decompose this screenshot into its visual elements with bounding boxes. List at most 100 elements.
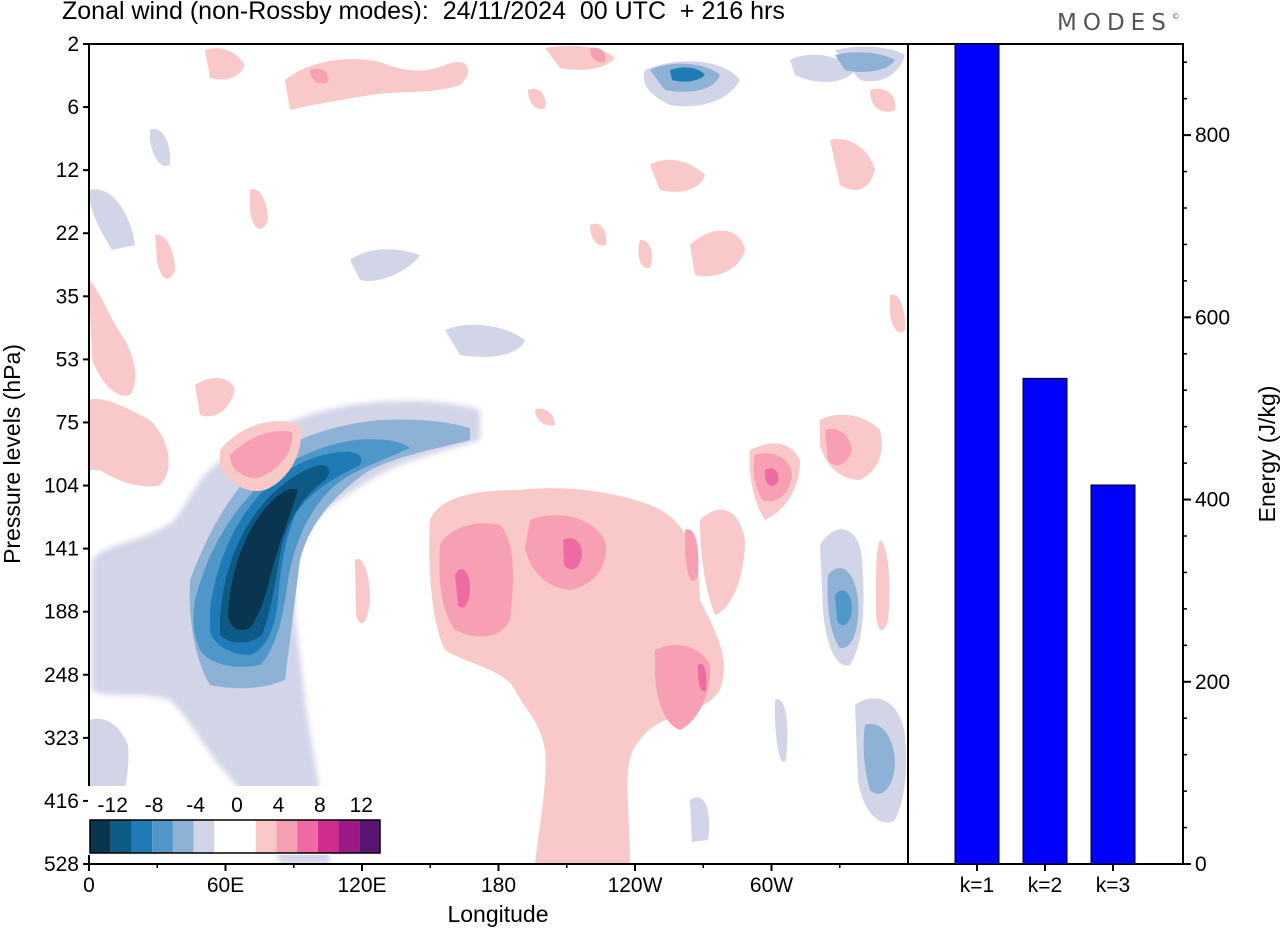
colorbar-label: 0	[231, 794, 243, 817]
negative-region	[835, 590, 852, 626]
negative-region	[150, 129, 171, 166]
y-tick-label: 416	[44, 790, 79, 813]
heatmap-field	[89, 45, 907, 864]
colorbar-swatch	[193, 820, 215, 853]
positive-region	[590, 223, 607, 246]
y-tick-label: 188	[44, 601, 79, 624]
positive-region	[545, 607, 621, 733]
positive-region	[700, 509, 745, 615]
positive-region	[205, 48, 245, 80]
colorbar-swatch	[131, 820, 153, 853]
positive-region	[697, 663, 707, 692]
positive-region	[870, 88, 896, 112]
negative-region	[790, 54, 855, 82]
energy-tick-label: 600	[1195, 306, 1230, 329]
y-tick-label: 323	[44, 727, 79, 750]
energy-bar	[1022, 377, 1068, 865]
colorbar-swatch	[172, 820, 194, 853]
positive-region	[355, 559, 370, 624]
positive-region	[528, 88, 546, 109]
x-tick-label: 120W	[608, 874, 663, 897]
positive-region	[535, 408, 555, 426]
y-tick-label: 6	[67, 96, 79, 119]
negative-region	[774, 699, 788, 762]
y-tick-label: 22	[56, 222, 79, 245]
y-tick-label: 141	[44, 538, 79, 561]
bar-category-label: k=2	[1028, 874, 1062, 897]
positive-region	[650, 159, 705, 192]
positive-region	[155, 234, 175, 279]
bar-category-label: k=3	[1096, 874, 1130, 897]
positive-region	[638, 239, 652, 269]
y-tick-label: 75	[56, 411, 79, 434]
positive-region	[89, 399, 169, 487]
positive-region	[685, 529, 699, 581]
y-tick-label: 528	[44, 853, 79, 876]
bar-category-label: k=1	[960, 874, 994, 897]
positive-region	[285, 59, 469, 110]
positive-region	[655, 645, 711, 730]
negative-region	[445, 324, 525, 357]
energy-axis-label: Energy (J/kg)	[1254, 386, 1280, 523]
y-tick-label: 2	[67, 33, 79, 56]
positive-region	[825, 428, 852, 466]
positive-region	[455, 569, 470, 608]
positive-region	[439, 523, 513, 637]
y-tick-label: 12	[56, 159, 79, 182]
x-axis-label: Longitude	[447, 901, 548, 927]
colorbar-swatch	[338, 820, 360, 853]
colorbar-swatch	[214, 820, 235, 853]
x-tick-label: 180	[481, 874, 516, 897]
colorbar-frame	[89, 819, 381, 854]
positive-region	[690, 230, 745, 277]
energy-bar	[1090, 484, 1136, 865]
x-tick-label: 120E	[337, 874, 386, 897]
colorbar-label: -4	[186, 794, 205, 817]
colorbar-label: 12	[350, 794, 373, 817]
colorbar-swatch	[317, 820, 339, 853]
colorbar-swatch	[359, 820, 380, 853]
colorbar-label: 4	[273, 794, 285, 817]
negative-region	[90, 189, 135, 250]
positive-region	[230, 430, 293, 478]
y-tick-label: 248	[44, 664, 79, 687]
x-tick-label: 60E	[207, 874, 244, 897]
energy-tick-label: 400	[1195, 489, 1230, 512]
energy-tick-label: 800	[1195, 124, 1230, 147]
y-tick-label: 104	[44, 475, 79, 498]
positive-region	[310, 68, 329, 84]
positive-region	[875, 540, 890, 631]
x-tick-label: 0	[83, 874, 95, 897]
energy-tick-label: 0	[1195, 853, 1207, 876]
y-tick-label: 35	[56, 285, 79, 308]
energy-bar	[954, 43, 1000, 865]
positive-region	[590, 47, 606, 63]
energy-tick-label: 200	[1195, 671, 1230, 694]
negative-region	[863, 724, 895, 794]
positive-region	[563, 538, 582, 570]
colorbar-swatch	[297, 820, 318, 853]
y-tick-label: 53	[56, 348, 79, 371]
positive-region	[195, 378, 235, 417]
positive-region	[250, 189, 268, 229]
x-tick-label: 60W	[750, 874, 793, 897]
colorbar-label: -12	[98, 794, 128, 817]
y-axis-label: Pressure levels (hPa)	[0, 344, 25, 564]
colorbar-swatch	[276, 820, 298, 853]
colorbar-swatch	[255, 820, 277, 853]
colorbar-label: 8	[314, 794, 326, 817]
colorbar-swatch	[152, 820, 173, 853]
negative-region	[350, 249, 420, 281]
positive-region	[89, 280, 136, 396]
negative-region	[835, 52, 895, 72]
chart-title: Zonal wind (non-Rossby modes): 24/11/202…	[62, 0, 785, 25]
positive-region	[764, 468, 779, 486]
jet-core	[228, 488, 298, 630]
colorbar-swatch	[235, 820, 256, 853]
negative-region	[670, 67, 705, 82]
colorbar-swatch	[90, 820, 111, 853]
positive-region	[890, 294, 906, 333]
negative-region	[690, 797, 710, 842]
colorbar-label: -8	[145, 794, 164, 817]
